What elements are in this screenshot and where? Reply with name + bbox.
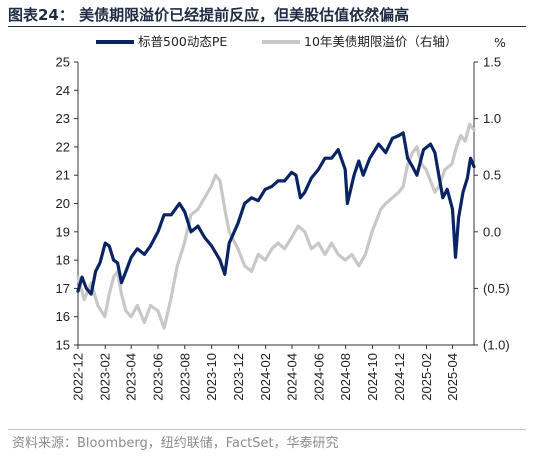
footer-divider [8,429,526,430]
series [76,122,476,330]
left-tick-label: 19 [56,224,70,239]
left-tick-label: 23 [56,111,70,126]
left-tick-label: 18 [56,253,70,268]
right-tick-label: (1.0) [483,338,510,353]
x-tick-label: 2024-12 [392,353,407,401]
right-tick-label: (0.5) [483,281,510,296]
left-tick-label: 21 [56,168,70,183]
line-chart: 标普500动态PE 10年美债期限溢价（右轴） % 15 16 17 18 19 20 21… [56,34,510,401]
title-underline [8,26,526,27]
source-note: 资料来源：Bloomberg，纽约联储，FactSet，华泰研究 [12,436,339,451]
x-tick-label: 2023-10 [204,353,219,401]
left-tick-label: 17 [56,281,70,296]
right-tick-label: 1.0 [483,111,501,126]
x-tick-label: 2023-04 [124,353,139,401]
right-tick-label: 0.0 [483,224,501,239]
x-tick-label: 2024-06 [311,353,326,401]
left-tick-label: 15 [56,338,70,353]
x-tick-label: 2023-02 [98,353,113,401]
x-tick-label: 2023-12 [231,353,246,401]
left-tick-label: 22 [56,139,70,154]
legend-label-pe: 标普500动态PE [138,34,227,49]
x-tick-label: 2022-12 [71,353,86,401]
x-tick-label: 2024-04 [285,353,300,401]
x-tick-label: 2025-02 [419,353,434,401]
legend: 标普500动态PE 10年美债期限溢价（右轴） % [96,34,506,50]
left-tick-label: 16 [56,309,70,324]
chart-title: 图表24： 美债期限溢价已经提前反应，但美股估值依然偏高 [8,6,410,24]
series-line-term-premium [76,122,476,330]
x-tick-label: 2023-08 [177,353,192,401]
x-tick-label: 2024-08 [338,353,353,401]
right-axis-unit: % [494,35,506,50]
right-tick-label: 0.5 [483,168,501,183]
axes: 15 16 17 18 19 20 21 22 23 24 25 1.5 1.0 0.5 0.0 (0.5) (… [56,55,510,401]
x-tick-label: 2024-10 [365,353,380,401]
x-tick-label: 2023-06 [150,353,165,401]
legend-label-premium: 10年美债期限溢价（右轴） [304,34,457,49]
left-tick-label: 20 [56,196,70,211]
x-tick-label: 2024-02 [258,353,273,401]
x-tick-label: 2025-04 [445,353,460,401]
left-tick-label: 24 [56,83,70,98]
series-line-sp500-pe [76,131,476,296]
right-tick-label: 1.5 [483,55,501,70]
left-tick-label: 25 [56,55,70,70]
